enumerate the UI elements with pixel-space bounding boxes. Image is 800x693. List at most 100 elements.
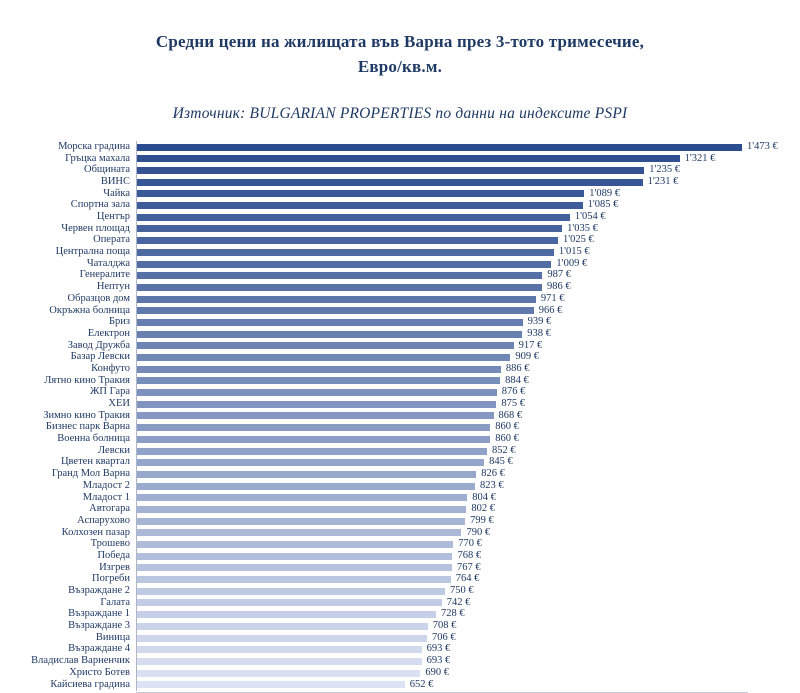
value-label: 987 € [547,269,571,281]
bar-plot-area: 1'473 € [136,141,778,153]
category-label: Нептун [96,281,130,293]
category-label: ВИНС [100,175,130,187]
chart-title: Средни цени на жилищата във Варна през 3… [0,0,800,79]
bar [137,424,491,432]
value-label: 1'231 € [647,175,679,187]
bar-plot-area: 742 € [136,596,471,609]
bar-row: Владислав Варненчик 693 € [0,656,800,668]
bar [137,377,501,385]
bar-row: Червен площад 1'035 € [0,223,800,235]
bar-row: Чайка 1'089 € [0,188,800,200]
bar [137,657,422,665]
bar-row: Галата 742 € [0,597,800,609]
value-label: 1'085 € [587,199,619,211]
value-label: 966 € [538,304,563,316]
value-label: 860 € [495,421,519,433]
bar-row: Виница 706 € [0,632,800,644]
bar [137,541,454,548]
bar [137,248,554,256]
bar-row: Бриз 939 € [0,317,800,329]
bar [137,307,534,315]
value-label: 1'009 € [556,257,588,269]
category-label: ХЕИ [108,398,130,409]
bar-row: Левски 852 € [0,445,800,457]
category-label: Морска градина [58,140,130,152]
bar-plot-area: 971 € [136,293,564,305]
bar-row: Център 1'054 € [0,211,800,223]
category-label: Галата [100,596,130,608]
bar-plot-area: 860 € [136,422,519,433]
category-label: Образцов дом [67,292,130,304]
bar-plot-area: 1'054 € [136,211,606,223]
category-label: Младост 2 [82,479,130,491]
bar-row: Гръцка махала 1'321 € [0,153,800,165]
bar-row: Възраждане 4 693 € [0,644,800,656]
bar [137,494,468,502]
bar-row: Окръжна болница 966 € [0,305,800,317]
value-label: 790 € [466,526,491,538]
category-label: Победа [97,549,130,561]
category-label: Операта [93,234,130,246]
bar [137,646,422,654]
bar-row: ВИНС 1'231 € [0,176,800,188]
bar [137,681,405,689]
category-label: Спортна зала [70,199,130,211]
value-label: 802 € [471,503,496,515]
value-label: 1'235 € [649,164,681,176]
bar-row: Възраждане 1 728 € [0,609,800,621]
bar-row: Трошево 770 € [0,539,800,551]
value-label: 860 € [495,433,519,445]
category-label: Окръжна болница [49,304,130,316]
value-label: 693 € [426,643,451,655]
value-label: 852 € [491,444,516,456]
bar [137,634,427,642]
bar-plot-area: 706 € [136,632,456,644]
value-label: 1'035 € [567,222,598,234]
bar-plot-area: 708 € [136,621,456,632]
bar-plot-area: 868 € [136,410,522,422]
bar-plot-area: 768 € [136,550,481,562]
bar [137,622,428,630]
bar-row: Военна болница 860 € [0,433,800,445]
bar-plot-area: 804 € [136,491,496,504]
category-label: Общината [83,164,130,176]
value-label: 804 € [472,491,496,503]
bar-row: Завод Дружба 917 € [0,340,800,352]
value-label: 728 € [441,608,465,620]
bar-plot-area: 728 € [136,609,465,620]
bar [137,389,497,397]
bar-row: Централна поща 1'015 € [0,246,800,258]
value-label: 1'089 € [589,187,621,199]
bar [137,213,570,221]
bar-plot-area: 770 € [136,539,482,550]
value-label: 767 € [457,561,481,573]
value-label: 845 € [489,456,513,468]
value-label: 708 € [432,620,457,632]
category-label: Колхозен пазар [61,526,130,538]
bar-plot-area: 845 € [136,457,513,468]
bar-row: Младост 1 804 € [0,492,800,504]
bar [137,330,523,338]
value-label: 1'015 € [558,246,590,258]
category-label: Военна болница [57,433,130,445]
bar-row: Лятно кино Тракия 884 € [0,375,800,387]
bar [137,599,442,607]
chart-title-line2: Евро/кв.м. [357,56,443,76]
value-label: 742 € [446,596,471,608]
category-label: Бриз [108,316,130,328]
category-label: Автогара [89,503,130,515]
bar-row: Бизнес парк Варна 860 € [0,422,800,434]
category-label: Цветен квартал [60,456,130,468]
bar [137,517,466,525]
bar-plot-area: 875 € [136,398,525,410]
bar-row: Спортна зала 1'085 € [0,200,800,212]
bar-plot-area: 1'235 € [136,165,680,176]
bar-row: Победа 768 € [0,550,800,562]
bar [137,576,451,584]
bar-row: Базар Левски 909 € [0,352,800,364]
bar-plot-area: 690 € [136,667,449,679]
bar [137,178,643,186]
value-label: 1'025 € [562,234,594,246]
value-label: 826 € [481,468,505,480]
